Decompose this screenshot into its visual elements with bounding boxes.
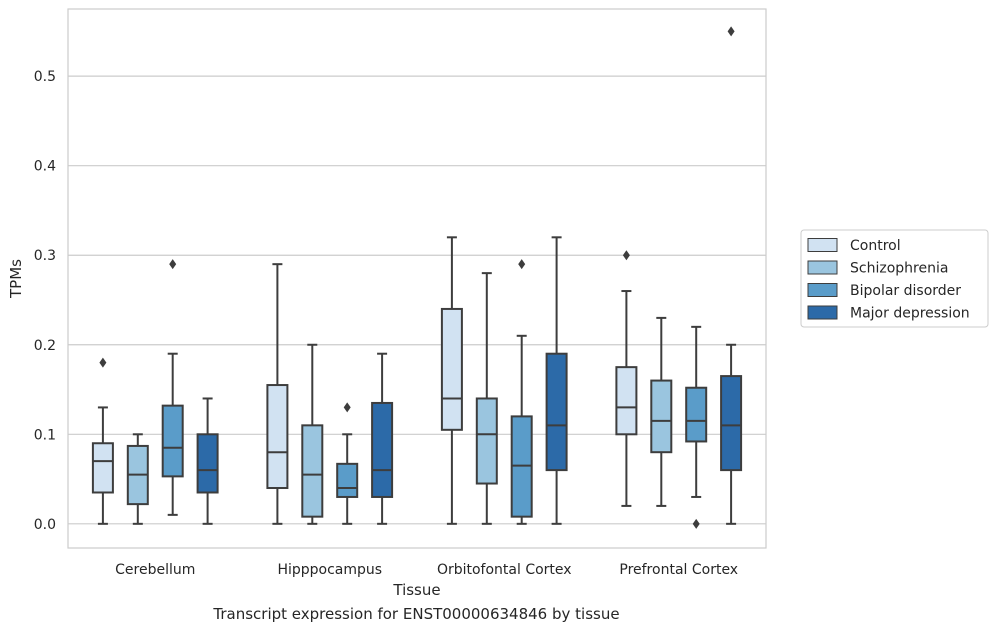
box-body <box>720 375 743 472</box>
outlier-marker <box>727 26 735 37</box>
box-body <box>545 352 568 472</box>
box-plot <box>720 26 743 525</box>
box-plot <box>475 272 498 525</box>
box-plot <box>510 259 533 525</box>
outlier-marker <box>622 250 630 261</box>
box-body <box>91 442 114 494</box>
plot-boxes <box>91 26 743 529</box>
x-axis-label: Tissue <box>392 581 440 599</box>
box-plot <box>126 433 149 525</box>
outlier-marker <box>692 518 700 529</box>
y-tick-label: 0.1 <box>34 427 56 443</box>
box-body <box>371 401 394 498</box>
box-plot <box>196 397 219 525</box>
y-tick-label: 0.0 <box>34 517 56 533</box>
legend-item: Control <box>807 238 901 254</box>
y-axis-label: TPMs <box>7 259 25 299</box>
y-tick-label: 0.5 <box>34 69 56 85</box>
figure-caption: Transcript expression for ENST0000063484… <box>213 605 620 623</box>
x-tick-label: Prefrontal Cortex <box>619 562 738 578</box>
outlier-marker <box>518 259 526 270</box>
x-tick-label: Orbitofontal Cortex <box>437 562 572 578</box>
box-plot <box>161 259 184 516</box>
box-plot <box>615 250 638 507</box>
legend-label: Schizophrenia <box>850 261 948 277</box>
outlier-marker <box>99 357 107 368</box>
box-plot <box>371 352 394 525</box>
box-body <box>650 379 673 454</box>
x-axis-ticks: Cerebellum Hipppocampus Orbitofontal Corte… <box>115 562 738 578</box>
box-plot <box>545 236 568 525</box>
legend-label: Major depression <box>850 306 970 322</box>
outlier-marker <box>169 259 177 270</box>
box-plot <box>685 325 708 529</box>
box-plot <box>650 316 673 507</box>
legend-swatch <box>807 238 838 252</box>
x-tick-label: Hipppocampus <box>277 562 382 578</box>
box-plot <box>266 263 289 525</box>
legend: Control Schizophrenia Bipolar disorder Majo… <box>800 229 989 328</box>
y-axis-ticks: 0.0 0.1 0.2 0.3 0.4 0.5 <box>34 69 56 533</box>
box-plot <box>301 343 324 525</box>
plot-area-frame <box>67 8 767 549</box>
box-body <box>301 424 324 518</box>
y-tick-label: 0.2 <box>34 338 56 354</box>
box-body <box>475 397 498 485</box>
grid-lines <box>68 75 766 525</box>
x-tick-label: Cerebellum <box>115 562 195 578</box>
legend-label: Bipolar disorder <box>850 283 961 299</box>
box-plot <box>336 402 359 525</box>
box-plot <box>91 357 114 525</box>
legend-swatch <box>807 305 838 320</box>
box-body <box>196 433 219 494</box>
box-body <box>161 404 184 478</box>
box-body <box>266 384 289 490</box>
legend-item: Bipolar disorder <box>807 283 961 299</box>
legend-item: Major depression <box>807 305 970 322</box>
box-plot <box>440 236 463 525</box>
box-body <box>336 462 359 498</box>
box-body <box>440 307 463 431</box>
legend-frame <box>800 229 989 328</box>
legend-label: Control <box>850 238 901 254</box>
legend-swatch <box>807 260 838 275</box>
legend-item: Schizophrenia <box>807 260 948 277</box>
y-tick-label: 0.3 <box>34 248 56 264</box>
legend-swatch <box>807 283 838 297</box>
outlier-marker <box>343 402 351 413</box>
y-tick-label: 0.4 <box>34 159 56 175</box>
box-body <box>685 386 708 443</box>
box-body <box>615 366 638 436</box>
